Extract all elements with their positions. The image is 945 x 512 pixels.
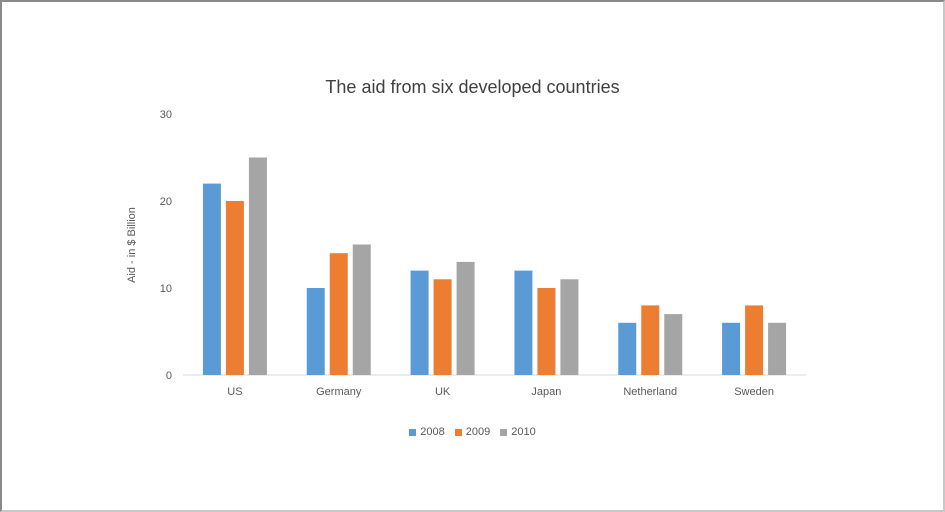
y-tick-label: 20 — [160, 196, 172, 208]
bar-2008-uk — [410, 270, 429, 375]
bar-2009-us — [225, 201, 244, 375]
chart-title: The aid from six developed countries — [325, 77, 620, 97]
y-tick-label: 30 — [160, 109, 172, 121]
legend: 2008 2009 2010 — [0, 426, 945, 438]
bar-2009-sweden — [745, 305, 764, 375]
bar-2010-germany — [352, 244, 371, 375]
x-tick-label: UK — [435, 386, 451, 398]
bar-2010-us — [248, 157, 267, 375]
legend-item-2009: 2009 — [454, 426, 491, 438]
legend-label: 2009 — [465, 426, 491, 438]
bar-2009-netherland — [641, 305, 660, 375]
y-tick-label: 0 — [166, 370, 172, 382]
bar-2009-germany — [329, 253, 348, 375]
x-tick-label: Sweden — [734, 386, 774, 398]
legend-label: 2008 — [420, 426, 445, 438]
legend-label: 2010 — [511, 426, 536, 438]
bar-2009-japan — [537, 288, 556, 375]
legend-item-2008: 2008 — [409, 426, 445, 438]
legend-swatch — [500, 428, 508, 436]
bar-2010-uk — [456, 261, 475, 375]
x-tick-label: US — [227, 386, 242, 398]
legend-item-2010: 2010 — [500, 426, 536, 438]
x-tick-label: Germany — [316, 386, 362, 398]
bar-2008-sweden — [722, 322, 741, 375]
y-axis-label: Aid - in $ Billion — [126, 207, 138, 283]
bar-2010-japan — [560, 279, 579, 375]
bar-2008-netherland — [618, 322, 637, 375]
y-tick-label: 10 — [160, 283, 172, 295]
bar-2008-germany — [306, 288, 325, 375]
legend-swatch — [409, 428, 417, 436]
x-tick-label: Netherland — [623, 386, 677, 398]
bar-2010-netherland — [664, 314, 683, 375]
bar-2010-sweden — [768, 322, 787, 375]
bar-2008-us — [202, 183, 221, 375]
x-tick-label: Japan — [531, 386, 561, 398]
bar-2008-japan — [514, 270, 533, 375]
bar-2009-uk — [433, 279, 452, 375]
legend-swatch — [454, 428, 462, 436]
